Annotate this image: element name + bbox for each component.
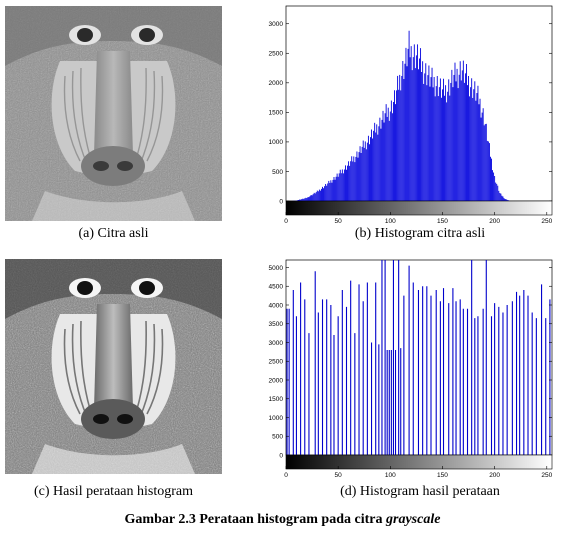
hist-equalized-ytick-label: 3000 — [269, 340, 284, 347]
hist-original-bars — [291, 30, 510, 201]
caption-original-image: (a) Citra asli — [78, 226, 149, 241]
hist-original-xtick-label: 0 — [284, 218, 288, 225]
hist-equalized-xtick-label: 100 — [385, 472, 396, 479]
hist-original-xtick-label: 100 — [385, 218, 396, 225]
hist-equalized-ytick-label: 5000 — [269, 265, 284, 272]
hist-equalized-ytick-label: 3500 — [269, 321, 284, 328]
hist-equalized-grayscale-colorbar — [285, 454, 553, 470]
hist-equalized-bars — [286, 260, 551, 455]
hist-original-plot-area — [285, 5, 553, 202]
hist-original-xtick-label: 250 — [541, 218, 552, 225]
hist-equalized-xtick-label: 150 — [437, 472, 448, 479]
hist-equalized-ytick-label: 1000 — [269, 415, 284, 422]
hist-equalized-ytick-label: 1500 — [269, 396, 284, 403]
equalized-image — [5, 259, 222, 474]
hist-original-xtick-label: 200 — [489, 218, 500, 225]
hist-equalized-ytick-label: 2500 — [269, 359, 284, 366]
hist-original-xtick-label: 50 — [335, 218, 343, 225]
caption-equalized-image: (c) Hasil perataan histogram — [34, 484, 193, 499]
hist-equalized-xtick-label: 0 — [284, 472, 288, 479]
caption-equalized-histogram: (d) Histogram hasil perataan — [340, 484, 500, 499]
hist-original-ytick-label: 500 — [272, 169, 283, 176]
baboon-original-illustration — [5, 6, 222, 221]
hist-equalized-ytick-label: 4500 — [269, 284, 284, 291]
histogram-original-chart: 0 500 1000 1500 2000 2500 3000 0 50 100 150 200 250 — [250, 4, 562, 232]
hist-equalized-xtick-label: 50 — [335, 472, 343, 479]
hist-equalized-ytick-label: 500 — [272, 434, 283, 441]
histogram-equalized-chart: 0 500 1000 1500 2000 2500 3000 3500 4000 4500 5000… — [250, 258, 562, 486]
histogram-equalized-svg: 0500100015002000250030003500400045005000… — [269, 259, 553, 479]
hist-original-grayscale-colorbar — [285, 200, 553, 216]
hist-original-ytick-label: 0 — [279, 198, 283, 205]
hist-equalized-ytick-label: 0 — [279, 452, 283, 459]
figure-caption: Gambar 2.3 Perataan histogram pada citra… — [0, 512, 565, 528]
baboon-equalized-illustration — [5, 259, 222, 474]
histogram-original-svg: 0 500 1000 1500 2000 2500 3000 0 50 100 150 200 250 — [269, 5, 553, 225]
original-image — [5, 6, 222, 221]
hist-equalized-xtick-label: 250 — [541, 472, 552, 479]
hist-original-ytick-label: 1500 — [269, 110, 284, 117]
hist-original-ytick-label: 2000 — [269, 80, 284, 87]
figure-caption-emphasis: grayscale — [386, 512, 441, 527]
hist-equalized-ytick-label: 4000 — [269, 302, 284, 309]
hist-original-ytick-label: 3000 — [269, 21, 284, 28]
hist-original-ytick-label: 1000 — [269, 139, 284, 146]
hist-equalized-ytick-label: 2000 — [269, 377, 284, 384]
caption-original-histogram: (b) Histogram citra asli — [354, 226, 486, 241]
hist-original-ytick-label: 2500 — [269, 51, 284, 58]
hist-original-xtick-label: 150 — [437, 218, 448, 225]
figure-caption-main: Gambar 2.3 Perataan histogram pada citra — [124, 512, 386, 527]
hist-equalized-xtick-label: 200 — [489, 472, 500, 479]
